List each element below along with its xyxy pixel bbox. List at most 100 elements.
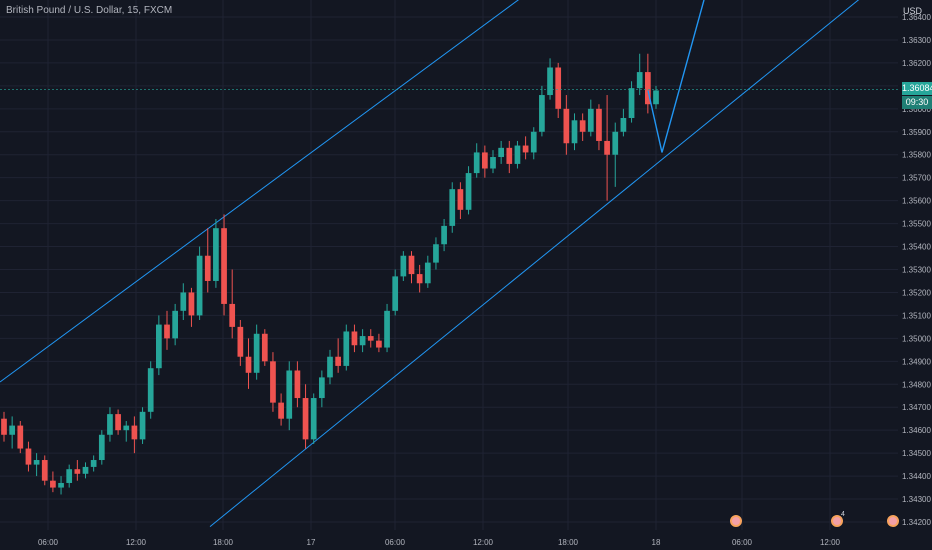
x-tick-label: 17 — [307, 538, 316, 547]
candle-body — [335, 356, 342, 366]
candle-body — [416, 274, 423, 284]
y-tick-label: 1.35500 — [902, 220, 931, 229]
candle-body — [221, 228, 227, 304]
candle-body — [473, 152, 480, 174]
y-tick-label: 1.34700 — [902, 403, 931, 412]
candle-body — [302, 398, 309, 440]
y-tick-label: 1.35000 — [902, 334, 931, 343]
candle-body — [107, 414, 113, 435]
economic-event-icon[interactable] — [730, 515, 742, 527]
y-tick-label: 1.34900 — [902, 357, 931, 366]
candle-body — [433, 244, 439, 263]
candle-body — [424, 262, 431, 284]
candle-body — [522, 145, 529, 153]
x-tick-label: 06:00 — [385, 538, 406, 547]
candle-body — [636, 72, 643, 89]
economic-event-icon[interactable] — [831, 515, 843, 527]
candle-body — [628, 88, 635, 118]
y-tick-label: 1.34200 — [902, 518, 931, 527]
candle-body — [294, 370, 301, 399]
candle-body — [596, 108, 602, 141]
x-tick-label: 12:00 — [126, 538, 147, 547]
y-tick-label: 1.35900 — [902, 128, 931, 137]
candle-body — [131, 425, 138, 440]
candle-body — [490, 157, 496, 169]
candle-body — [392, 276, 399, 311]
candle-body — [547, 67, 553, 96]
candle-body — [123, 425, 130, 431]
candle-body — [270, 361, 276, 403]
candle-body — [261, 333, 268, 362]
x-tick-label: 18 — [652, 538, 661, 547]
candle-body — [180, 292, 187, 311]
currency-label[interactable]: USD — [903, 6, 923, 16]
candle-body — [481, 152, 488, 169]
candle-body — [229, 303, 236, 327]
candle-body — [155, 324, 162, 369]
candle-body — [400, 255, 407, 277]
x-tick-label: 18:00 — [558, 538, 579, 547]
candle-body — [286, 370, 293, 419]
y-tick-label: 1.35400 — [902, 243, 931, 252]
y-tick-label: 1.34500 — [902, 449, 931, 458]
candle-body — [653, 90, 659, 105]
candle-body — [449, 189, 456, 226]
candle-body — [351, 331, 358, 346]
candle-body — [359, 336, 366, 346]
x-tick-label: 06:00 — [38, 538, 59, 547]
lower-channel-line[interactable] — [209, 0, 860, 527]
x-tick-label: 12:00 — [820, 538, 841, 547]
y-tick-label: 1.36200 — [902, 59, 931, 68]
y-tick-label: 1.36400 — [902, 13, 931, 22]
x-tick-label: 12:00 — [473, 538, 494, 547]
candle-body — [343, 331, 350, 366]
candle-body — [25, 448, 32, 465]
y-tick-label: 1.34400 — [902, 472, 931, 481]
price-axis[interactable]: 1.34200 1.34300 1.34400 1.34500 1.34600 1.347… — [902, 13, 931, 527]
y-tick-label: 1.36300 — [902, 36, 931, 45]
candle-body — [17, 425, 24, 449]
candle-body — [408, 255, 415, 275]
time-axis[interactable]: 06:00 12:00 18:00 17 06:00 12:00 18:00 18 06:00 1… — [38, 538, 841, 547]
candle-body — [620, 118, 627, 132]
candlestick-series — [1, 53, 659, 495]
candle-body — [367, 336, 374, 341]
projection-line[interactable] — [647, 0, 705, 153]
last-price-tag: 1.36084 — [902, 82, 932, 95]
candle-body — [563, 108, 570, 144]
candle-body — [41, 460, 48, 481]
x-tick-label: 18:00 — [213, 538, 234, 547]
candle-body — [237, 326, 244, 357]
y-tick-label: 1.34600 — [902, 426, 931, 435]
candle-body — [539, 95, 545, 132]
y-tick-label: 1.36000 — [902, 105, 931, 114]
candle-body — [115, 414, 121, 431]
candle-body — [1, 418, 7, 435]
candle-body — [465, 173, 472, 210]
trend-channel — [0, 0, 860, 527]
candle-body — [98, 434, 105, 461]
y-tick-label: 1.34300 — [902, 495, 931, 504]
candle-body — [253, 333, 260, 373]
candle-body — [245, 356, 252, 373]
candle-body — [164, 324, 170, 339]
economic-event-icon[interactable] — [887, 515, 899, 527]
upper-channel-line[interactable] — [0, 0, 520, 383]
candle-body — [514, 145, 521, 164]
candle-body — [587, 108, 594, 132]
y-tick-label: 1.35700 — [902, 174, 931, 183]
candle-body — [50, 480, 56, 488]
y-tick-label: 1.35200 — [902, 288, 931, 297]
candle-body — [196, 255, 203, 316]
candle-body — [376, 340, 382, 348]
event-count-badge: 4 — [841, 511, 845, 518]
bar-countdown: 09:30 — [902, 96, 932, 109]
candle-body — [139, 411, 146, 440]
candle-body — [82, 466, 89, 474]
candle-body — [327, 356, 333, 378]
candle-body — [310, 398, 317, 440]
candle-body — [498, 147, 505, 158]
candle-body — [555, 67, 562, 109]
candle-body — [571, 120, 578, 144]
